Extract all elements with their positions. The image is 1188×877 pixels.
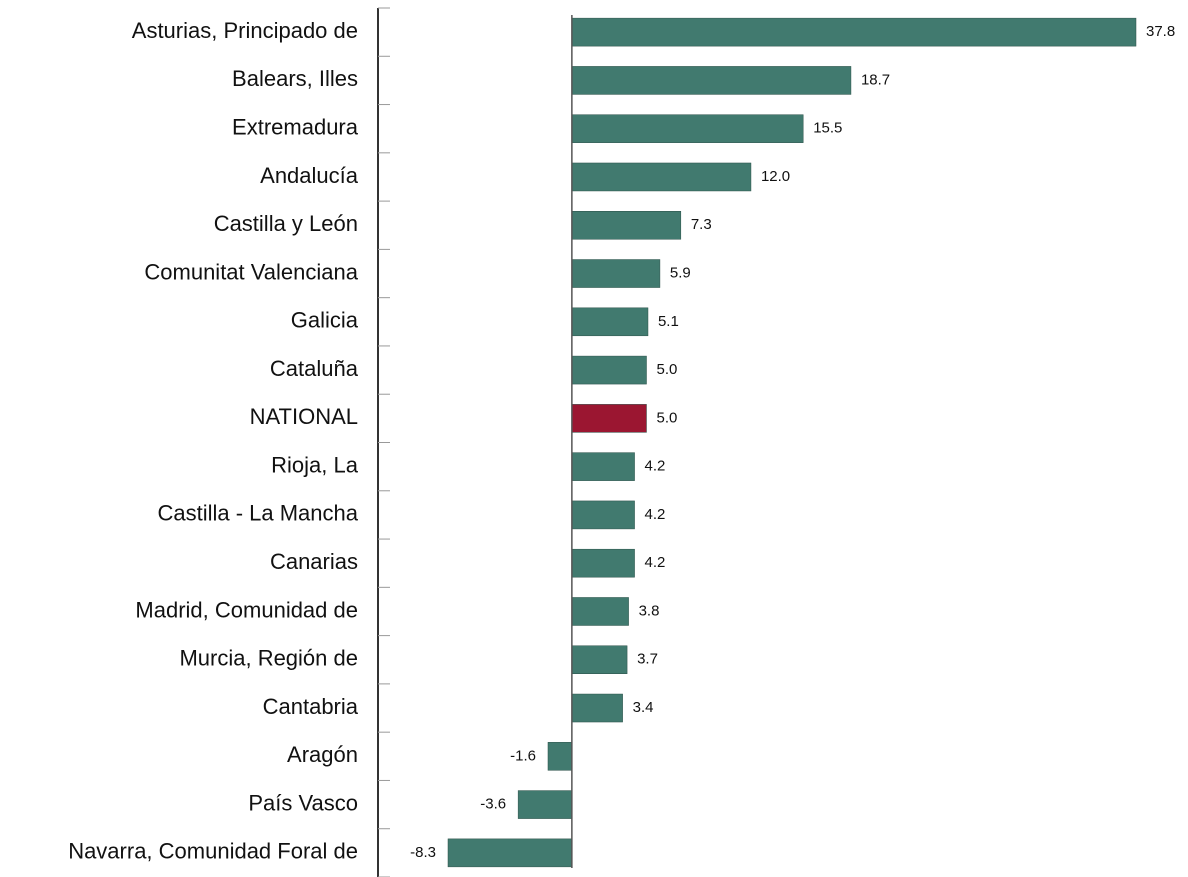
bar bbox=[571, 355, 647, 385]
bar bbox=[571, 452, 635, 481]
bar bbox=[571, 404, 647, 433]
category-label: Balears, Illes bbox=[232, 66, 358, 91]
value-label: 37.8 bbox=[1146, 23, 1175, 40]
category-label: NATIONAL bbox=[250, 404, 358, 429]
bar bbox=[571, 500, 635, 530]
bar bbox=[547, 742, 573, 771]
bar bbox=[447, 838, 573, 868]
bar bbox=[571, 17, 1137, 47]
category-label: Cataluña bbox=[270, 356, 359, 381]
value-label: 3.8 bbox=[639, 602, 660, 619]
bar bbox=[571, 548, 635, 578]
category-label: Cantabria bbox=[263, 694, 359, 719]
value-label: -8.3 bbox=[410, 844, 436, 861]
bar bbox=[571, 211, 682, 240]
category-label: Navarra, Comunidad Foral de bbox=[68, 839, 358, 864]
value-label: -1.6 bbox=[510, 747, 536, 764]
value-label: 4.2 bbox=[645, 554, 666, 571]
bar bbox=[571, 162, 752, 192]
category-label: Madrid, Comunidad de bbox=[135, 597, 358, 622]
value-label: 5.9 bbox=[670, 264, 691, 281]
bar bbox=[571, 645, 628, 674]
category-label: Canarias bbox=[270, 549, 358, 574]
value-label: 4.2 bbox=[645, 458, 666, 475]
value-label: 5.0 bbox=[656, 409, 677, 426]
bar bbox=[571, 66, 852, 95]
value-label: 5.1 bbox=[658, 313, 679, 330]
category-label: Castilla - La Mancha bbox=[157, 501, 358, 526]
bar bbox=[571, 259, 661, 288]
value-label: 18.7 bbox=[861, 71, 890, 88]
value-label: 5.0 bbox=[656, 361, 677, 378]
bar bbox=[571, 693, 623, 723]
bar bbox=[517, 790, 573, 819]
category-label: Comunitat Valenciana bbox=[144, 259, 358, 284]
value-label: -3.6 bbox=[480, 796, 506, 813]
bar bbox=[571, 307, 649, 337]
category-label: Rioja, La bbox=[271, 452, 359, 477]
bar bbox=[571, 114, 804, 143]
category-label: Asturias, Principado de bbox=[132, 18, 358, 43]
category-label: Extremadura bbox=[232, 115, 359, 140]
category-label: Aragón bbox=[287, 742, 358, 767]
category-label: Murcia, Región de bbox=[179, 646, 358, 671]
value-label: 15.5 bbox=[813, 120, 842, 137]
value-label: 3.7 bbox=[637, 651, 658, 668]
category-label: Galicia bbox=[291, 308, 359, 333]
value-label: 3.4 bbox=[633, 699, 654, 716]
category-label: País Vasco bbox=[248, 790, 358, 815]
value-label: 4.2 bbox=[645, 506, 666, 523]
category-label: Castilla y León bbox=[214, 211, 358, 236]
value-label: 7.3 bbox=[691, 216, 712, 233]
value-label: 12.0 bbox=[761, 168, 790, 185]
bar bbox=[571, 597, 629, 626]
category-label: Andalucía bbox=[260, 163, 359, 188]
